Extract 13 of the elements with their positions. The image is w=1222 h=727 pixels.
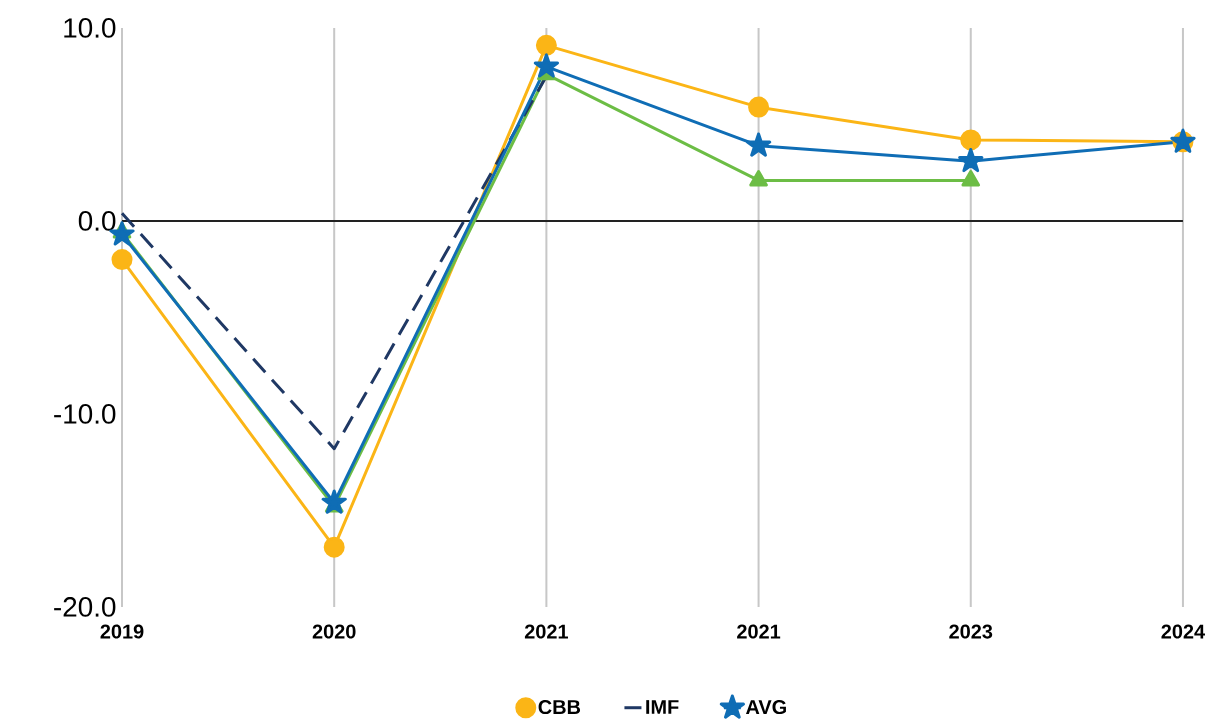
x-tick-label: 2019	[100, 624, 144, 639]
x-tick-label: 2021	[737, 624, 781, 639]
x-tick-label: 2021	[524, 624, 568, 639]
y-tick-label: 0.0	[78, 211, 116, 231]
x-tick-label: 2023	[949, 624, 993, 639]
x-tick-label: 2020	[312, 624, 356, 639]
y-tick-label: 10.0	[64, 18, 116, 38]
legend-label: CBB	[538, 700, 581, 715]
x-tick-label: 2024	[1161, 624, 1205, 639]
y-tick-label: -10.0	[54, 404, 116, 424]
legend-label: AVG	[745, 700, 786, 715]
legend-label: IMF	[646, 700, 679, 714]
y-tick-label: -20.0	[54, 597, 116, 617]
